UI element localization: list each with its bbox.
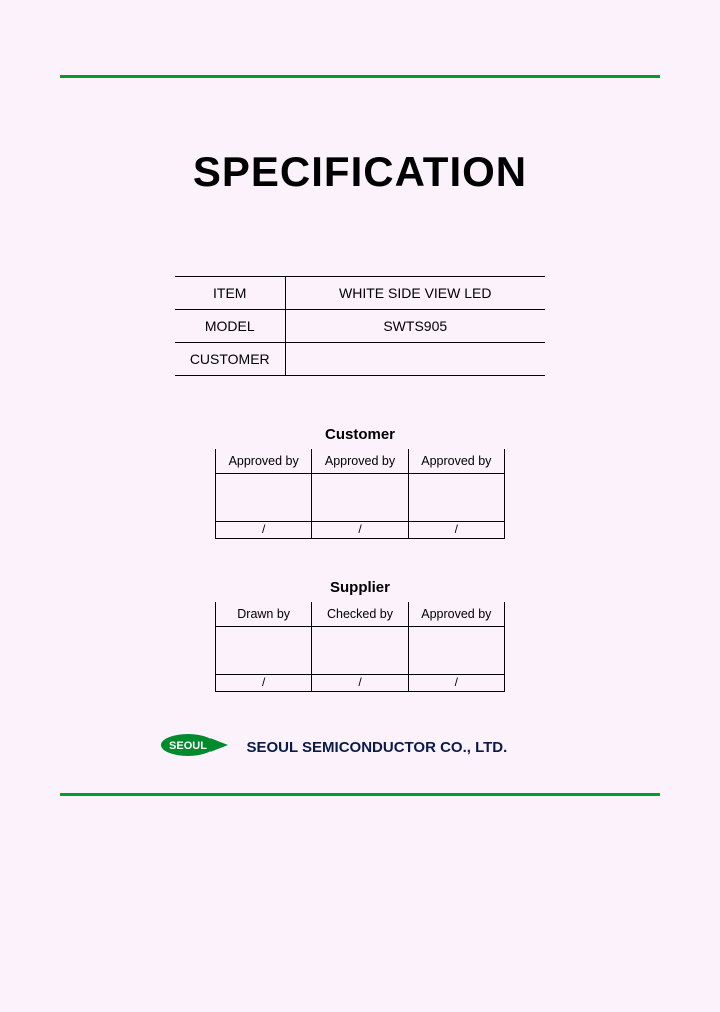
- bottom-rule: [60, 793, 660, 796]
- seoul-logo-icon: SEOUL: [160, 732, 230, 763]
- cust-col-1: Approved by: [312, 449, 408, 474]
- company-footer: SEOUL SEOUL SEMICONDUCTOR CO., LTD.: [60, 732, 660, 763]
- info-label-customer: CUSTOMER: [175, 343, 285, 376]
- table-row: CUSTOMER: [175, 343, 545, 376]
- info-value-model: SWTS905: [285, 310, 545, 343]
- cust-col-2: Approved by: [408, 449, 504, 474]
- info-label-model: MODEL: [175, 310, 285, 343]
- info-value-item: WHITE SIDE VIEW LED: [285, 277, 545, 310]
- supplier-sign-block: Supplier Drawn by Checked by Approved by…: [215, 579, 505, 692]
- supp-date-0: /: [216, 675, 312, 692]
- table-row: ITEM WHITE SIDE VIEW LED: [175, 277, 545, 310]
- info-table: ITEM WHITE SIDE VIEW LED MODEL SWTS905 C…: [175, 276, 545, 376]
- top-rule: [60, 75, 660, 78]
- supp-sign-0: [216, 627, 312, 675]
- supp-col-0: Drawn by: [216, 602, 312, 627]
- supp-sign-2: [408, 627, 504, 675]
- page: SPECIFICATION ITEM WHITE SIDE VIEW LED M…: [0, 0, 720, 1012]
- info-value-customer: [285, 343, 545, 376]
- table-row: MODEL SWTS905: [175, 310, 545, 343]
- supplier-sign-table: Drawn by Checked by Approved by / / /: [215, 602, 505, 692]
- info-label-item: ITEM: [175, 277, 285, 310]
- cust-date-0: /: [216, 522, 312, 539]
- supp-date-1: /: [312, 675, 408, 692]
- supplier-heading: Supplier: [215, 579, 505, 596]
- cust-date-2: /: [408, 522, 504, 539]
- logo-text: SEOUL: [169, 740, 207, 752]
- customer-sign-block: Customer Approved by Approved by Approve…: [215, 426, 505, 539]
- cust-date-1: /: [312, 522, 408, 539]
- supp-sign-1: [312, 627, 408, 675]
- supp-col-2: Approved by: [408, 602, 504, 627]
- cust-sign-1: [312, 474, 408, 522]
- cust-sign-2: [408, 474, 504, 522]
- customer-heading: Customer: [215, 426, 505, 443]
- company-name: SEOUL SEMICONDUCTOR CO., LTD.: [246, 739, 507, 756]
- supp-col-1: Checked by: [312, 602, 408, 627]
- cust-col-0: Approved by: [216, 449, 312, 474]
- customer-sign-table: Approved by Approved by Approved by / / …: [215, 449, 505, 539]
- cust-sign-0: [216, 474, 312, 522]
- supp-date-2: /: [408, 675, 504, 692]
- doc-title: SPECIFICATION: [60, 148, 660, 196]
